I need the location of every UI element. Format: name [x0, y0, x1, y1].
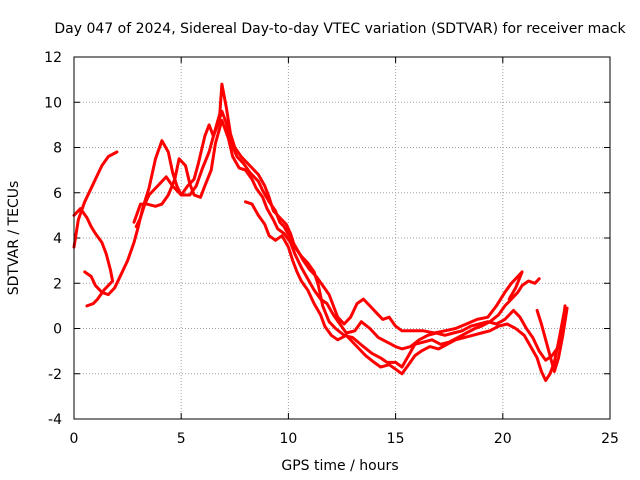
- y-tick-label: 6: [53, 186, 62, 202]
- series-track-e: [134, 109, 524, 335]
- x-axis-label: GPS time / hours: [281, 458, 398, 474]
- y-tick-label: -2: [48, 367, 62, 383]
- series-track-g: [535, 306, 569, 373]
- y-tick-label: 2: [53, 276, 62, 292]
- y-tick-label: -4: [48, 412, 62, 428]
- y-tick-label: 10: [44, 95, 62, 111]
- y-tick-label: 4: [53, 231, 62, 247]
- plot-frame: [73, 56, 611, 420]
- series-track-d: [132, 118, 567, 362]
- y-tick-label: 8: [53, 141, 62, 157]
- y-tick-labels: -4 -2 0 2 4 6 8 10 12: [44, 50, 62, 428]
- series-track-a: [72, 150, 119, 249]
- x-tick-label: 15: [387, 431, 405, 447]
- x-tick-labels: 0 5 10 15 20 25: [70, 431, 619, 447]
- x-tick-label: 5: [177, 431, 186, 447]
- y-tick-label: 0: [53, 322, 62, 338]
- chart-title: Day 047 of 2024, Sidereal Day-to-day VTE…: [54, 21, 626, 37]
- x-tick-label: 10: [279, 431, 297, 447]
- x-tick-label: 0: [70, 431, 79, 447]
- series-track-f: [244, 200, 567, 382]
- y-axis-label: SDTVAR / TECUs: [6, 181, 22, 296]
- x-tick-label: 20: [494, 431, 512, 447]
- series-track-b: [72, 207, 115, 308]
- x-tick-label: 25: [601, 431, 619, 447]
- data-series: [72, 82, 569, 382]
- y-tick-label: 12: [44, 50, 62, 66]
